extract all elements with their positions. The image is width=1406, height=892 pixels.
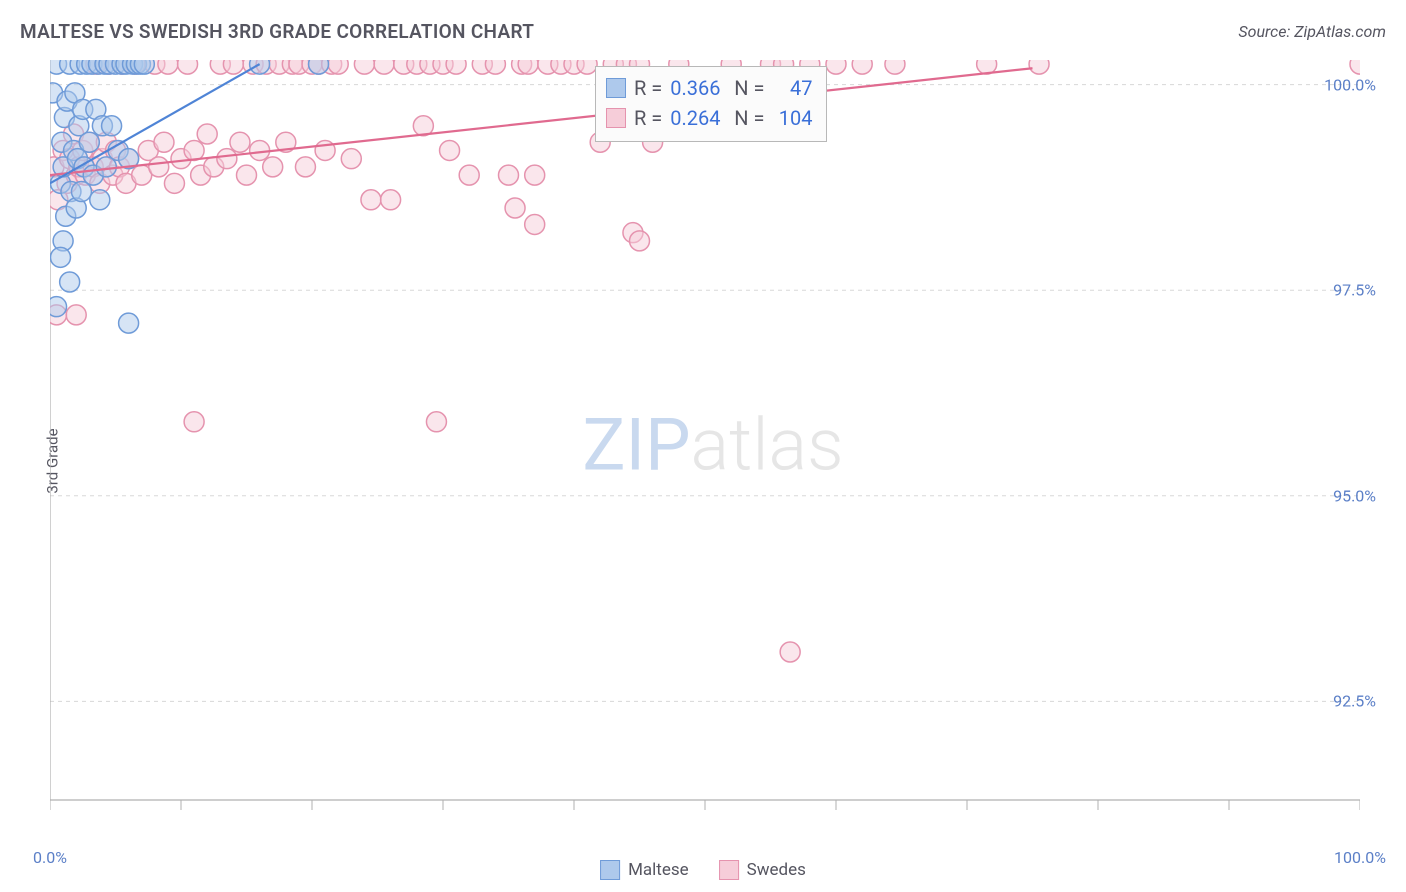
y-tick-label: 95.0% <box>1333 486 1376 505</box>
y-tick-label: 100.0% <box>1324 75 1376 94</box>
stats-r-label: R = <box>634 73 662 103</box>
stats-n-value: 104 <box>772 103 812 133</box>
stats-n-value: 47 <box>772 73 812 103</box>
legend-item: Swedes <box>719 860 806 880</box>
stats-row: R = 0.264 N = 104 <box>606 103 812 133</box>
source-label: Source: ZipAtlas.com <box>1238 22 1386 41</box>
x-tick-label: 100.0% <box>1334 848 1386 867</box>
stats-r-value: 0.264 <box>670 103 726 133</box>
x-tick-label: 0.0% <box>33 848 67 867</box>
stats-box: R = 0.366 N = 47 R = 0.264 N = 104 <box>595 66 827 142</box>
stats-row: R = 0.366 N = 47 <box>606 73 812 103</box>
legend-swatch <box>719 860 739 880</box>
legend-swatch <box>606 108 626 128</box>
legend-label: Maltese <box>628 860 689 880</box>
chart-title: MALTESE VS SWEDISH 3RD GRADE CORRELATION… <box>20 20 534 43</box>
y-tick-label: 92.5% <box>1333 692 1376 711</box>
y-tick-label: 97.5% <box>1333 281 1376 300</box>
stats-r-label: R = <box>634 103 662 133</box>
stats-n-label: N = <box>734 73 764 103</box>
stats-r-value: 0.366 <box>670 73 726 103</box>
legend-swatch <box>600 860 620 880</box>
scatter-plot <box>50 60 1360 820</box>
legend-item: Maltese <box>600 860 689 880</box>
stats-n-label: N = <box>734 103 764 133</box>
legend-swatch <box>606 78 626 98</box>
chart-area: 3rd Grade ZIPatlas 92.5%95.0%97.5%100.0%… <box>40 60 1386 862</box>
bottom-legend: Maltese Swedes <box>600 860 806 880</box>
legend-label: Swedes <box>747 860 806 880</box>
